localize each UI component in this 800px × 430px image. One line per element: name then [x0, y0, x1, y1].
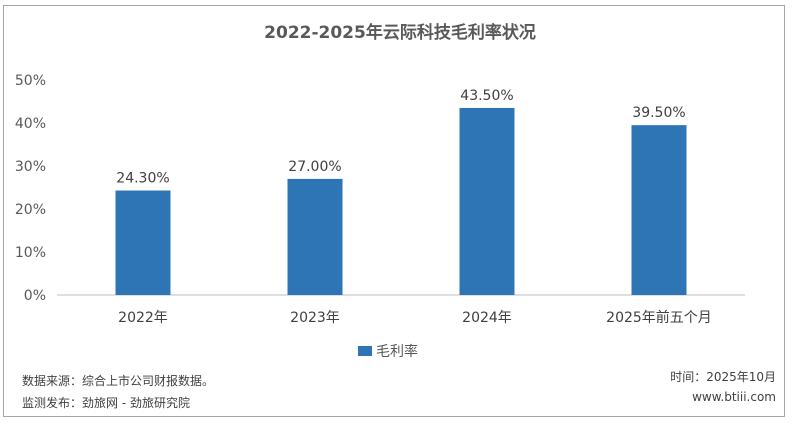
y-tick-label: 50%: [15, 73, 46, 89]
source-note: 数据来源：综合上市公司财报数据。: [22, 374, 215, 388]
y-tick-label: 0%: [24, 288, 46, 304]
bar: [287, 178, 343, 295]
x-tick-label: 2023年: [290, 310, 340, 326]
chart-frame: [3, 5, 785, 417]
website: www.btiii.com: [692, 390, 776, 404]
bar: [631, 125, 687, 296]
bar: [115, 190, 171, 295]
bar: [459, 107, 515, 295]
y-tick-label: 10%: [15, 245, 46, 261]
time-note: 时间：2025年10月: [670, 370, 776, 384]
x-tick-label: 2024年: [462, 310, 512, 326]
y-tick-label: 40%: [15, 116, 46, 132]
x-tick-label: 2025年前五个月: [606, 309, 712, 326]
legend: 毛利率: [358, 341, 418, 361]
data-label: 24.30%: [116, 171, 169, 187]
data-label: 39.50%: [632, 105, 685, 121]
chart-title: 2022-2025年云际科技毛利率状况: [264, 23, 536, 43]
y-tick-label: 20%: [15, 202, 46, 218]
legend-swatch: [358, 346, 372, 356]
legend-label: 毛利率: [376, 344, 418, 360]
data-label: 43.50%: [460, 88, 513, 104]
x-tick-label: 2022年: [118, 310, 168, 326]
publisher-note: 监测发布：劲旅网 - 劲旅研究院: [22, 396, 190, 410]
data-label: 27.00%: [288, 159, 341, 175]
y-tick-label: 30%: [15, 159, 46, 175]
